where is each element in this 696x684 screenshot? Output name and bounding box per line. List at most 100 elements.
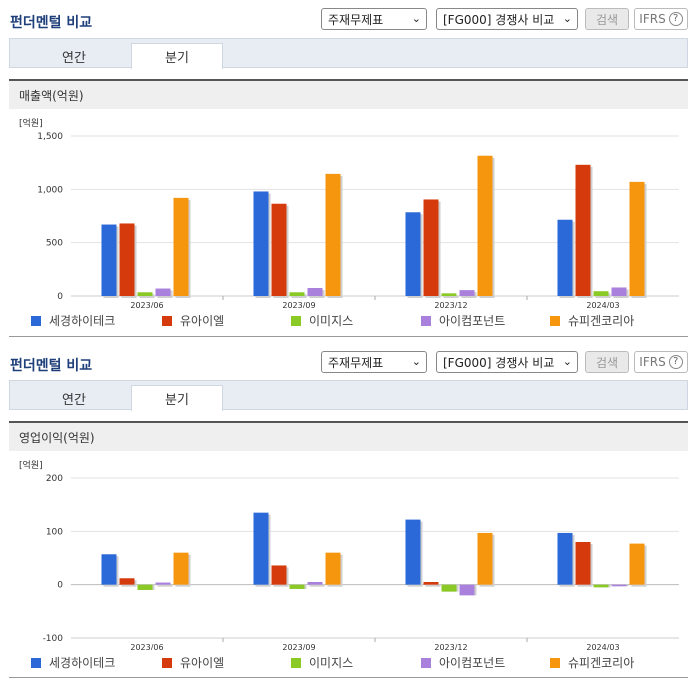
x-tick-label: 2023/12 bbox=[434, 301, 467, 308]
ifrs-button[interactable]: IFRS ? bbox=[634, 8, 688, 30]
chart-legend: 세경하이테크 유아이엘 이미지스 아이컴포넌트 슈피겐코리아 bbox=[9, 652, 688, 672]
x-tick-label: 2023/12 bbox=[434, 643, 467, 650]
revenue-chart-svg: [억원] 0 500 1,000 1,500 2023/06 2023/09 2023/12 2… bbox=[19, 117, 679, 310]
legend-item[interactable]: 세경하이테크 bbox=[31, 654, 115, 671]
legend-swatch bbox=[162, 657, 172, 668]
legend-item[interactable]: 이미지스 bbox=[291, 312, 353, 329]
x-tick-label: 2023/09 bbox=[282, 301, 315, 308]
legend-label: 아이컴포넌트 bbox=[439, 656, 506, 670]
panel-title: 영업이익(억원) bbox=[9, 421, 688, 451]
legend-label: 유아이엘 bbox=[180, 314, 225, 328]
x-tick-label: 2023/06 bbox=[130, 301, 163, 308]
section-title: 펀더멘털 비교 bbox=[10, 358, 93, 374]
period-tabs: 연간 분기 bbox=[9, 38, 688, 69]
bar bbox=[271, 565, 287, 585]
section-divider bbox=[9, 677, 688, 678]
legend-label: 세경하이테크 bbox=[49, 656, 116, 670]
bar bbox=[173, 552, 189, 585]
fundamental-section-1: 펀더멘털 비교 주재무제표 ⌄ [FG000] 경쟁사 비교 ⌄ 검색 IFRS… bbox=[9, 8, 688, 337]
x-tick-label: 2024/03 bbox=[586, 301, 619, 308]
help-icon: ? bbox=[668, 355, 683, 369]
search-button[interactable]: 검색 bbox=[585, 351, 629, 373]
tab-quarterly[interactable]: 분기 bbox=[131, 43, 223, 69]
unit-label: [억원] bbox=[19, 459, 43, 471]
operating-profit-chart-svg: [억원] -100 0 100 200 2023/06 2023/09 2023/12 2024… bbox=[19, 459, 679, 652]
bar bbox=[575, 164, 591, 296]
bar-shadow bbox=[443, 295, 459, 298]
group-select-value: [FG000] 경쟁사 비교 bbox=[443, 355, 555, 370]
legend-swatch bbox=[162, 315, 172, 326]
x-tick-label: 2024/03 bbox=[586, 643, 619, 650]
y-tick-label: 500 bbox=[46, 239, 63, 249]
bar bbox=[477, 155, 493, 296]
tab-quarterly[interactable]: 분기 bbox=[131, 385, 223, 411]
legend-item[interactable]: 아이컴포넌트 bbox=[421, 312, 505, 329]
y-tick-label: 100 bbox=[46, 527, 63, 537]
legend-swatch bbox=[421, 657, 431, 668]
bar bbox=[289, 584, 305, 589]
bar bbox=[593, 584, 609, 588]
bar bbox=[575, 542, 591, 585]
legend-item[interactable]: 슈피겐코리아 bbox=[550, 654, 634, 671]
legend-item[interactable]: 아이컴포넌트 bbox=[421, 654, 505, 671]
chevron-down-icon: ⌄ bbox=[411, 355, 421, 368]
tab-annual[interactable]: 연간 bbox=[62, 392, 86, 408]
bar bbox=[441, 584, 457, 592]
legend-item[interactable]: 이미지스 bbox=[291, 654, 353, 671]
bar-shadow bbox=[425, 584, 441, 587]
statement-select-value: 주재무제표 bbox=[328, 355, 384, 370]
group-select[interactable]: [FG000] 경쟁사 비교 ⌄ bbox=[436, 351, 578, 373]
bar bbox=[155, 288, 171, 296]
legend-label: 이미지스 bbox=[309, 656, 354, 670]
legend-swatch bbox=[550, 315, 560, 326]
bar bbox=[271, 203, 287, 296]
bar-shadow bbox=[291, 294, 307, 298]
legend-label: 슈피겐코리아 bbox=[568, 314, 635, 328]
legend-label: 아이컴포넌트 bbox=[439, 314, 506, 328]
chevron-down-icon: ⌄ bbox=[411, 12, 421, 25]
bar bbox=[253, 512, 269, 585]
bar bbox=[459, 290, 475, 296]
group-select-value: [FG000] 경쟁사 비교 bbox=[443, 12, 555, 27]
legend-label: 세경하이테크 bbox=[49, 314, 116, 328]
legend-item[interactable]: 유아이엘 bbox=[162, 654, 224, 671]
ifrs-button[interactable]: IFRS ? bbox=[634, 351, 688, 373]
unit-label: [억원] bbox=[19, 117, 43, 129]
section-divider bbox=[9, 336, 688, 337]
legend-item[interactable]: 슈피겐코리아 bbox=[550, 312, 634, 329]
legend-label: 이미지스 bbox=[309, 314, 354, 328]
bar bbox=[441, 293, 457, 296]
help-icon: ? bbox=[668, 12, 683, 26]
legend-swatch bbox=[31, 315, 41, 326]
tab-annual[interactable]: 연간 bbox=[62, 50, 86, 66]
search-button[interactable]: 검색 bbox=[585, 8, 629, 30]
y-tick-label: 1,500 bbox=[37, 132, 63, 142]
x-tick-label: 2023/09 bbox=[282, 643, 315, 650]
bar bbox=[477, 532, 493, 585]
legend-label: 유아이엘 bbox=[180, 656, 225, 670]
period-tabs: 연간 분기 bbox=[9, 380, 688, 411]
chevron-down-icon: ⌄ bbox=[562, 12, 572, 25]
revenue-chart: [억원] 0 500 1,000 1,500 2023/06 2023/09 2023/12 2… bbox=[9, 112, 688, 310]
legend-item[interactable]: 유아이엘 bbox=[162, 312, 224, 329]
statement-select[interactable]: 주재무제표 ⌄ bbox=[321, 351, 427, 373]
bar bbox=[405, 212, 421, 296]
bar bbox=[423, 582, 439, 585]
bar bbox=[119, 223, 135, 296]
bar bbox=[557, 219, 573, 296]
legend-item[interactable]: 세경하이테크 bbox=[31, 312, 115, 329]
bar bbox=[307, 288, 323, 296]
statement-select[interactable]: 주재무제표 ⌄ bbox=[321, 8, 427, 30]
group-select[interactable]: [FG000] 경쟁사 비교 ⌄ bbox=[436, 8, 578, 30]
bar bbox=[289, 292, 305, 296]
bar bbox=[629, 543, 645, 585]
panel-title: 매출액(억원) bbox=[9, 79, 688, 109]
bar bbox=[557, 532, 573, 585]
fundamental-section-2: 펀더멘털 비교 주재무제표 ⌄ [FG000] 경쟁사 비교 ⌄ 검색 IFRS… bbox=[0, 342, 696, 684]
bar bbox=[325, 173, 341, 296]
legend-swatch bbox=[291, 657, 301, 668]
bar bbox=[307, 582, 323, 585]
chevron-down-icon: ⌄ bbox=[562, 355, 572, 368]
bar-shadow bbox=[157, 584, 173, 587]
operating-profit-chart: [억원] -100 0 100 200 2023/06 2023/09 2023/12 2024… bbox=[9, 454, 688, 652]
